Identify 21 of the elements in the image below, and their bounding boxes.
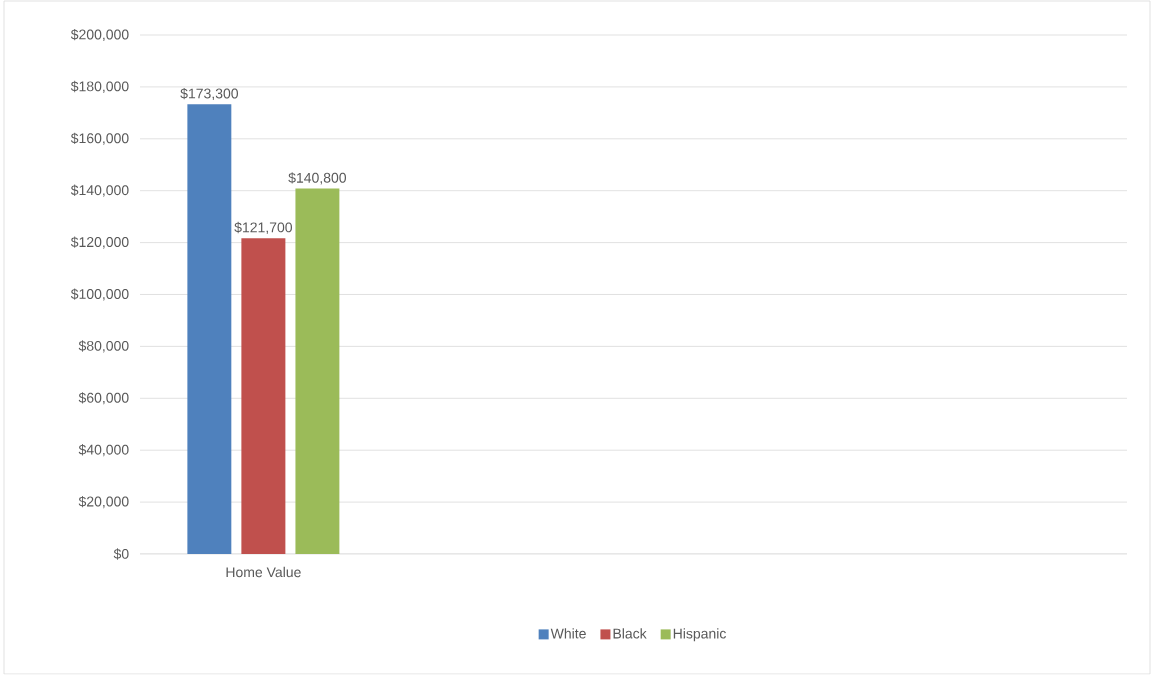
data-label: $173,300 xyxy=(180,87,239,101)
y-tick-label: $0 xyxy=(113,548,129,560)
legend-label: Black xyxy=(613,628,647,639)
y-tick-label: $120,000 xyxy=(70,236,129,249)
y-tick-label: $80,000 xyxy=(78,340,129,353)
y-tick-label: $20,000 xyxy=(78,496,129,509)
bar xyxy=(295,188,340,554)
data-label: $121,700 xyxy=(234,221,293,234)
data-label: $140,800 xyxy=(288,172,347,185)
bar xyxy=(187,104,232,554)
legend-label: Hispanic xyxy=(673,628,726,642)
y-tick-label: $200,000 xyxy=(70,28,129,42)
y-tick-label: $140,000 xyxy=(70,184,129,197)
y-tick-label: $100,000 xyxy=(70,288,129,301)
x-tick-label: Home Value xyxy=(226,566,301,578)
y-tick-label: $160,000 xyxy=(70,132,129,145)
y-tick-label: $180,000 xyxy=(70,80,129,93)
y-tick-label: $40,000 xyxy=(78,444,129,457)
y-tick-label: $60,000 xyxy=(78,392,129,405)
legend-label: White xyxy=(550,628,586,639)
bar xyxy=(241,238,286,554)
